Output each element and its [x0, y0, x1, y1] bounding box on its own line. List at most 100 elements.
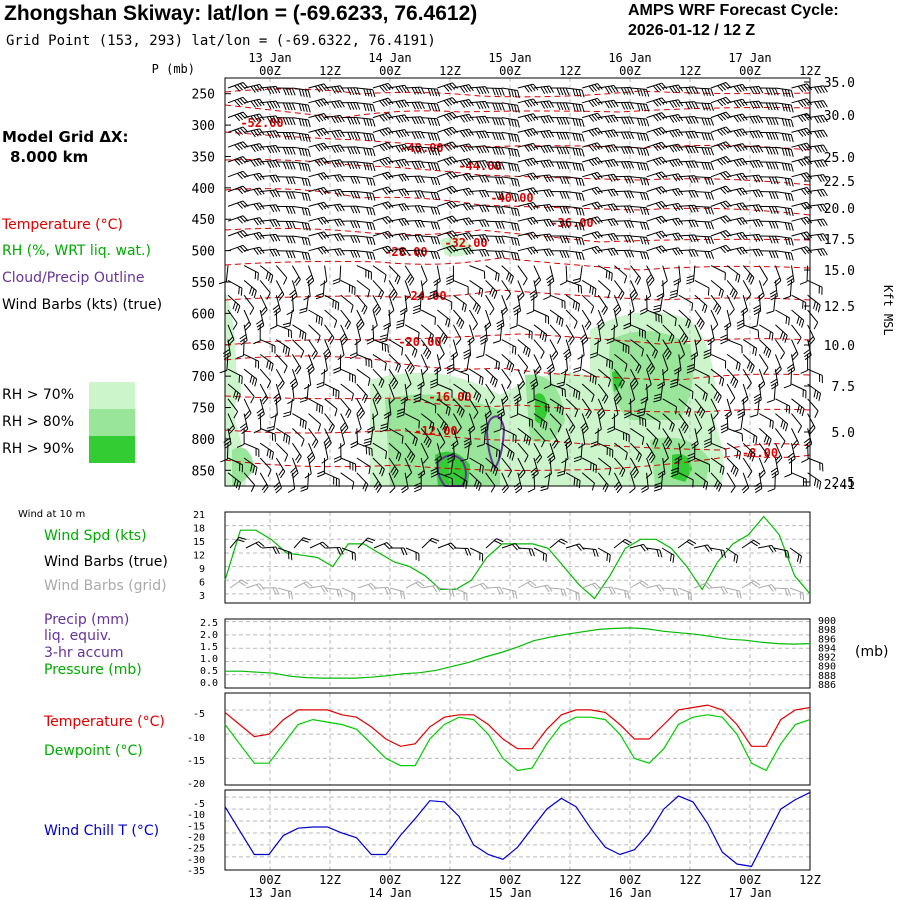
rh-shade-region: [612, 371, 622, 392]
barb-feather: [323, 83, 330, 91]
upper-wind-barb: [775, 87, 794, 98]
barb-feather: [416, 292, 424, 298]
barb-feather: [768, 147, 773, 155]
barb-shaft: [275, 368, 285, 384]
barb-shaft: [791, 324, 802, 338]
barb-feather: [385, 451, 388, 460]
barb-feather: [527, 159, 533, 166]
barb-feather: [269, 234, 275, 242]
barb-shaft: [420, 442, 429, 458]
barb-feather: [678, 354, 685, 361]
barb-feather: [395, 363, 399, 371]
barb-feather: [380, 426, 388, 430]
barb-feather: [320, 585, 326, 593]
barb-feather: [383, 411, 391, 416]
barb-feather: [331, 131, 336, 139]
barb-shaft: [356, 176, 373, 179]
barb-feather: [266, 116, 272, 124]
barb-feather: [421, 280, 428, 287]
barb-feather: [334, 160, 339, 168]
barb-shaft: [227, 170, 244, 178]
barb-feather: [382, 217, 388, 225]
upper-wind-barb: [662, 217, 684, 226]
barb-feather: [411, 146, 416, 154]
barb-feather: [415, 582, 422, 588]
height-tick-label: 2.5: [832, 476, 855, 491]
barb-shaft: [726, 339, 743, 347]
barb-feather: [450, 542, 457, 549]
barb-feather: [446, 363, 454, 369]
barb-feather: [278, 294, 285, 301]
barb-shaft: [308, 398, 323, 407]
barb-feather: [578, 392, 581, 400]
barb-feather: [379, 144, 385, 152]
upper-wind-barb: [356, 250, 376, 260]
upper-wind-barb: [421, 117, 441, 127]
barb-feather: [498, 88, 502, 96]
upper-wind-barb: [678, 175, 699, 184]
barb-feather: [768, 87, 773, 96]
barb-feather: [774, 236, 779, 244]
upper-wind-barb: [243, 98, 265, 108]
barb-shaft: [581, 428, 586, 445]
barb-feather: [591, 173, 598, 181]
barb-feather: [272, 86, 278, 94]
barb-feather: [685, 407, 690, 415]
barb-feather: [465, 144, 471, 152]
barb-feather: [606, 447, 608, 456]
barb-feather: [588, 144, 595, 152]
barb-shaft: [566, 102, 583, 106]
barb-feather: [253, 340, 261, 345]
barb-feather: [285, 250, 290, 259]
barb-feather: [526, 310, 534, 315]
barb-feather: [628, 399, 635, 405]
barb-feather: [800, 188, 807, 196]
upper-wind-barb: [639, 295, 648, 315]
upper-wind-barb: [726, 339, 743, 354]
time-hour-label-bottom: 00Z: [499, 873, 521, 887]
barb-feather: [334, 130, 339, 138]
upper-wind-barb: [565, 398, 579, 418]
barb-feather: [256, 84, 262, 92]
upper-wind-barb: [300, 472, 309, 492]
upper-wind-barb: [726, 442, 742, 460]
barb-feather: [736, 144, 742, 152]
barb-feather: [483, 271, 486, 279]
barb-feather: [559, 176, 564, 184]
barb-feather: [527, 174, 533, 181]
barb-feather: [353, 102, 358, 110]
barb-feather: [805, 443, 813, 449]
barb-feather: [351, 551, 354, 560]
upper-wind-barb: [629, 280, 638, 301]
time-hour-label-bottom: 12Z: [439, 873, 461, 887]
barb-feather: [543, 204, 549, 213]
barb-feather: [366, 148, 370, 156]
barb-feather: [413, 304, 421, 309]
barb-shaft: [356, 413, 362, 430]
barb-feather: [414, 87, 419, 95]
barb-feather: [613, 248, 619, 256]
barb-feather: [482, 205, 487, 213]
sfc-wind-barb-true: [517, 547, 535, 557]
barb-feather: [532, 172, 539, 180]
barb-feather: [700, 411, 706, 419]
barb-feather: [578, 178, 582, 186]
barb-shaft: [742, 280, 752, 295]
barb-feather: [563, 348, 570, 355]
barb-feather: [462, 391, 465, 399]
barb-feather: [607, 234, 613, 242]
barb-feather: [496, 319, 504, 325]
upper-wind-barb: [299, 383, 309, 403]
rh-shade-region: [228, 360, 242, 400]
barb-shaft: [694, 294, 708, 307]
barb-feather: [642, 207, 647, 215]
barb-feather: [379, 159, 385, 167]
barb-feather: [594, 143, 600, 150]
barb-feather: [272, 160, 278, 168]
upper-wind-barb: [653, 383, 664, 403]
barb-shaft: [501, 295, 508, 311]
upper-wind-barb: [383, 309, 391, 330]
upper-wind-barb: [260, 130, 281, 139]
barb-feather: [655, 313, 657, 322]
upper-wind-barb: [694, 102, 714, 111]
